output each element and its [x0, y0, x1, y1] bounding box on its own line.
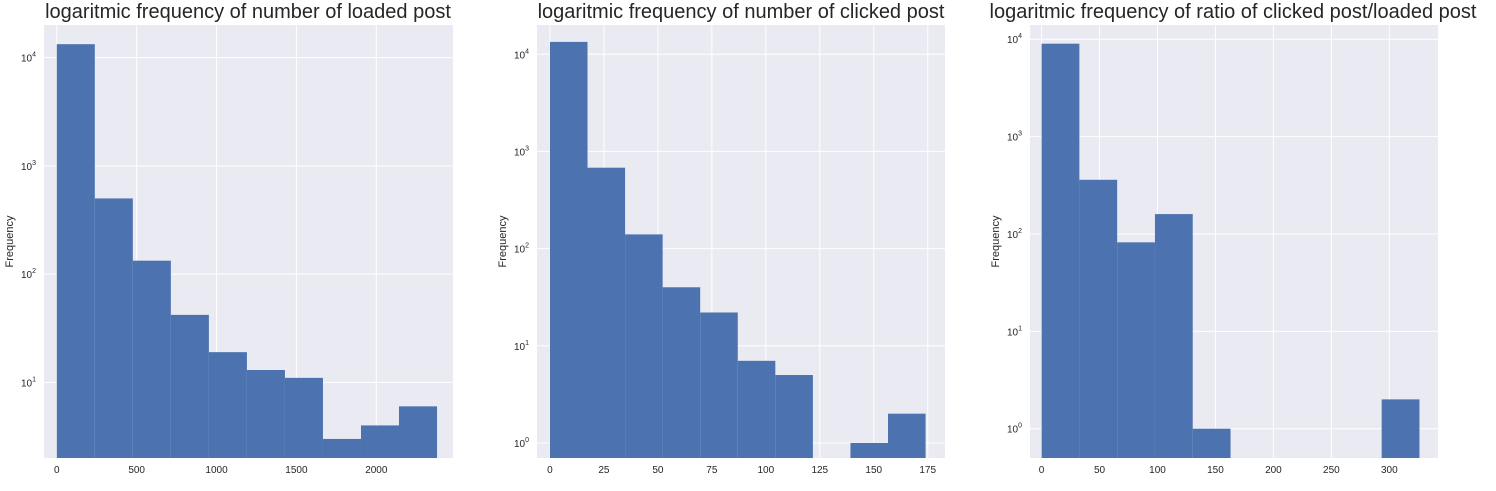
x-tick-label: 1500	[285, 465, 308, 476]
x-tick-label: 500	[128, 465, 145, 476]
x-tick-label: 50	[1094, 465, 1106, 476]
y-tick-label: 102	[514, 243, 529, 256]
histogram-bar	[322, 438, 361, 458]
histogram-bar	[587, 167, 626, 458]
x-tick-label: 300	[1381, 465, 1398, 476]
y-tick-label: 102	[1007, 228, 1022, 241]
x-tick-label: 150	[1207, 465, 1224, 476]
x-tick-label: 200	[1265, 465, 1282, 476]
y-axis-label: Frequency	[4, 215, 16, 267]
x-tick-label: 150	[865, 465, 882, 476]
y-tick-label: 103	[1007, 131, 1022, 144]
x-tick-label: 25	[598, 465, 610, 476]
histogram-bar	[56, 44, 95, 458]
x-tick-label: 250	[1323, 465, 1340, 476]
x-tick-label: 0	[547, 465, 553, 476]
y-tick-label: 101	[21, 376, 36, 389]
chart-panel-2: 0 25 50 75 100 125 150 175 100 101 102 103 104 Freque…	[497, 1, 945, 476]
histogram-bar	[1079, 179, 1118, 458]
histogram-bar	[1117, 242, 1155, 458]
y-tick-label: 102	[21, 268, 36, 281]
histogram-bar	[246, 370, 285, 458]
histogram-bar	[360, 425, 399, 458]
histogram-bar	[398, 406, 438, 458]
histogram-bar	[208, 352, 247, 458]
chart-title: logaritmic frequency of ratio of clicked…	[990, 1, 1477, 23]
x-tick-label: 125	[811, 465, 828, 476]
y-tick-label: 104	[514, 48, 529, 61]
y-tick-label: 101	[514, 340, 529, 353]
histogram-bar	[170, 314, 209, 458]
x-tick-label: 100	[1149, 465, 1166, 476]
x-tick-label: 0	[54, 465, 60, 476]
histogram-bar	[1381, 399, 1420, 458]
histogram-bar	[662, 287, 701, 458]
histogram-bar	[625, 234, 663, 458]
y-tick-label: 100	[1007, 423, 1022, 436]
histogram-bar	[1154, 214, 1193, 458]
x-tick-label: 50	[652, 465, 664, 476]
y-tick-label: 103	[514, 145, 529, 158]
x-tick-label: 1000	[205, 465, 228, 476]
histogram-bar	[549, 41, 588, 459]
y-tick-label: 103	[21, 160, 36, 173]
histogram-bar	[850, 442, 889, 458]
x-tick-label: 75	[706, 465, 718, 476]
histogram-bar	[775, 375, 813, 458]
y-tick-label: 100	[514, 437, 529, 450]
y-tick-label: 104	[1007, 33, 1022, 46]
histogram-bar	[284, 377, 323, 458]
histogram-bar	[888, 413, 926, 458]
histogram-bar	[94, 198, 133, 459]
y-axis-label: Frequency	[497, 215, 509, 267]
x-tick-label: 0	[1039, 465, 1045, 476]
histogram-bar	[1192, 428, 1231, 458]
histogram-bar	[1041, 43, 1080, 458]
chart-title: logaritmic frequency of number of loaded…	[45, 1, 451, 23]
x-tick-label: 100	[757, 465, 774, 476]
chart-title: logaritmic frequency of number of clicke…	[538, 1, 945, 23]
y-tick-label: 101	[1007, 325, 1022, 338]
y-axis-label: Frequency	[990, 215, 1002, 267]
histogram-bar	[132, 260, 171, 458]
chart-panel-3: 0 50 100 150 200 250 300 100 101 102 103 104 Frequen…	[990, 1, 1477, 476]
x-tick-label: 2000	[365, 465, 388, 476]
chart-panel-1: 0 500 1000 1500 2000 101 102 103 104 Frequency log…	[4, 1, 453, 476]
x-tick-label: 175	[919, 465, 936, 476]
histogram-bar	[700, 312, 738, 458]
histogram-bar	[737, 360, 776, 458]
y-tick-label: 104	[21, 52, 36, 65]
